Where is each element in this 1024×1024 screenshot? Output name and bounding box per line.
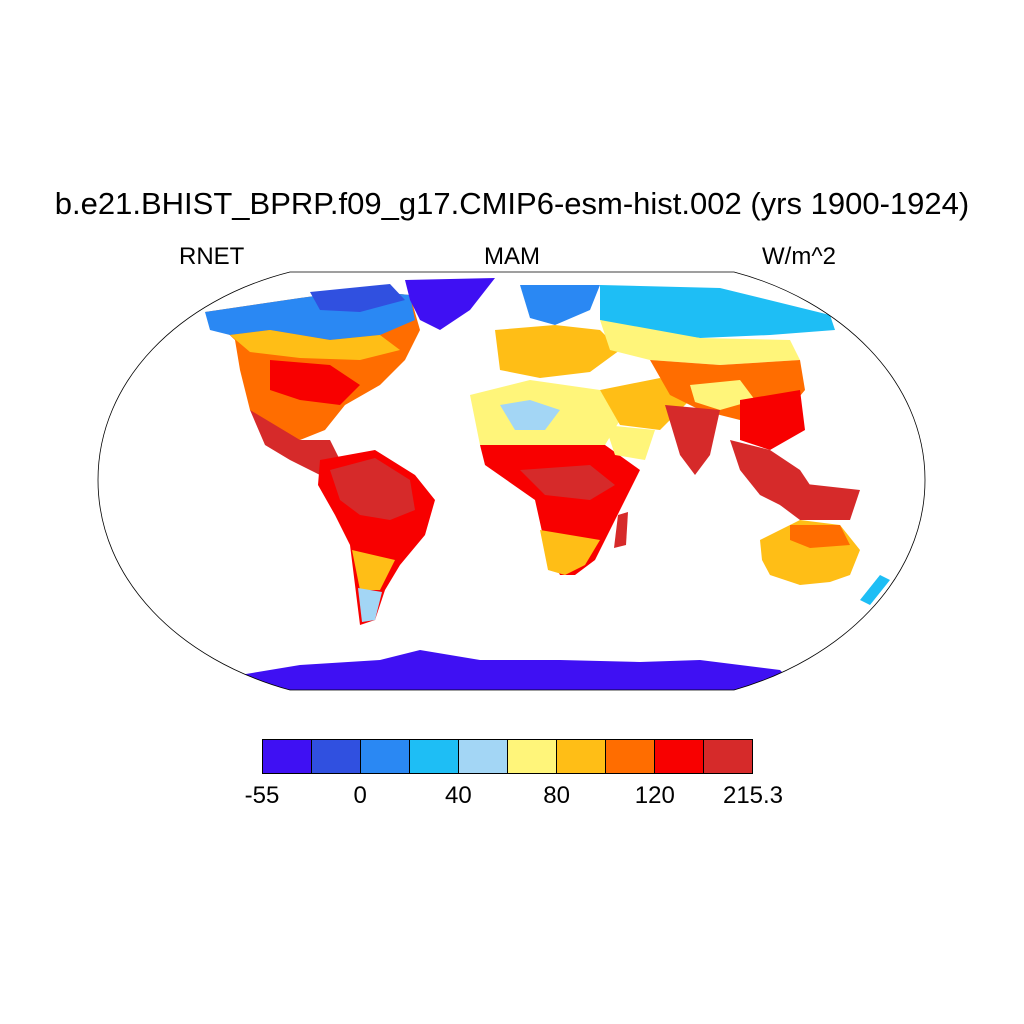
sahara-blue-patches: [500, 400, 560, 430]
maritime-islands-region: [770, 480, 860, 520]
colorbar-box-1: [312, 740, 361, 773]
europe-region: [495, 325, 620, 378]
antarctica-region: [240, 650, 800, 690]
central-us-region: [270, 360, 360, 405]
north-america-south-region: [250, 410, 345, 475]
colorbar-label-3: 80: [543, 782, 570, 809]
india-region: [665, 405, 720, 475]
new-zealand-region: [860, 575, 890, 605]
colorbar-box-4: [459, 740, 508, 773]
madagascar-region: [614, 512, 628, 548]
colorbar-box-3: [410, 740, 459, 773]
season-label: MAM: [484, 243, 540, 270]
canada-yellow-band: [230, 330, 400, 360]
colorbar-box-5: [508, 740, 557, 773]
colorbar-box-7: [606, 740, 655, 773]
east-asia-region: [740, 390, 805, 450]
africa-tropics: [520, 465, 615, 500]
tibet-region: [690, 380, 755, 410]
colorbar-box-0: [263, 740, 312, 773]
siberia-region: [600, 285, 835, 338]
middle-east-region: [600, 378, 690, 430]
colorbar-box-2: [361, 740, 410, 773]
units-label: W/m^2: [762, 243, 836, 270]
colorbar-box-8: [655, 740, 704, 773]
arabia-region: [605, 425, 655, 460]
colorbar-label-5: 215.3: [722, 782, 784, 809]
map-frame: [97, 271, 926, 691]
colorbar-label-4: 120: [634, 782, 675, 809]
colorbar: [262, 739, 753, 774]
scandinavia-region: [520, 285, 600, 325]
asia-north-band: [600, 320, 800, 365]
arctic-islands-region: [310, 284, 405, 312]
plot-title: b.e21.BHIST_BPRP.f09_g17.CMIP6-esm-hist.…: [54, 186, 970, 221]
colorbar-label-2: 40: [445, 782, 472, 809]
australia-north: [790, 525, 850, 548]
variable-label: RNET: [179, 243, 245, 270]
south-america-tropics: [330, 458, 415, 520]
south-america-mid: [352, 550, 395, 590]
south-america-cone: [358, 588, 382, 622]
colorbar-label-1: 0: [353, 782, 367, 809]
southern-africa-region: [540, 530, 600, 575]
colorbar-box-9: [704, 740, 752, 773]
colorbar-label-0: -55: [244, 782, 280, 809]
greenland-region: [405, 278, 495, 330]
colorbar-box-6: [557, 740, 606, 773]
